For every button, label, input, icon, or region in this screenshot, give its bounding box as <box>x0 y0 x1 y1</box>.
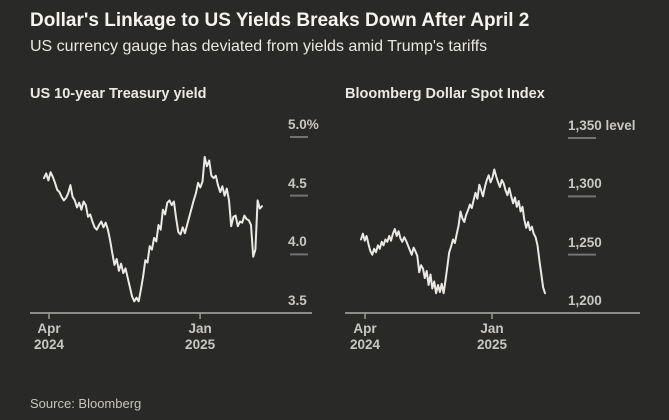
chart-title-treasury-yield: US 10-year Treasury yield <box>30 86 207 102</box>
page-title: Dollar's Linkage to US Yields Breaks Dow… <box>30 10 530 31</box>
treasury-yield-line <box>43 155 263 303</box>
chart-title-dollar-index: Bloomberg Dollar Spot Index <box>345 86 545 102</box>
dollar-index-line <box>360 168 546 295</box>
source-note: Source: Bloomberg <box>30 396 142 411</box>
page-subtitle: US currency gauge has deviated from yiel… <box>30 38 488 55</box>
